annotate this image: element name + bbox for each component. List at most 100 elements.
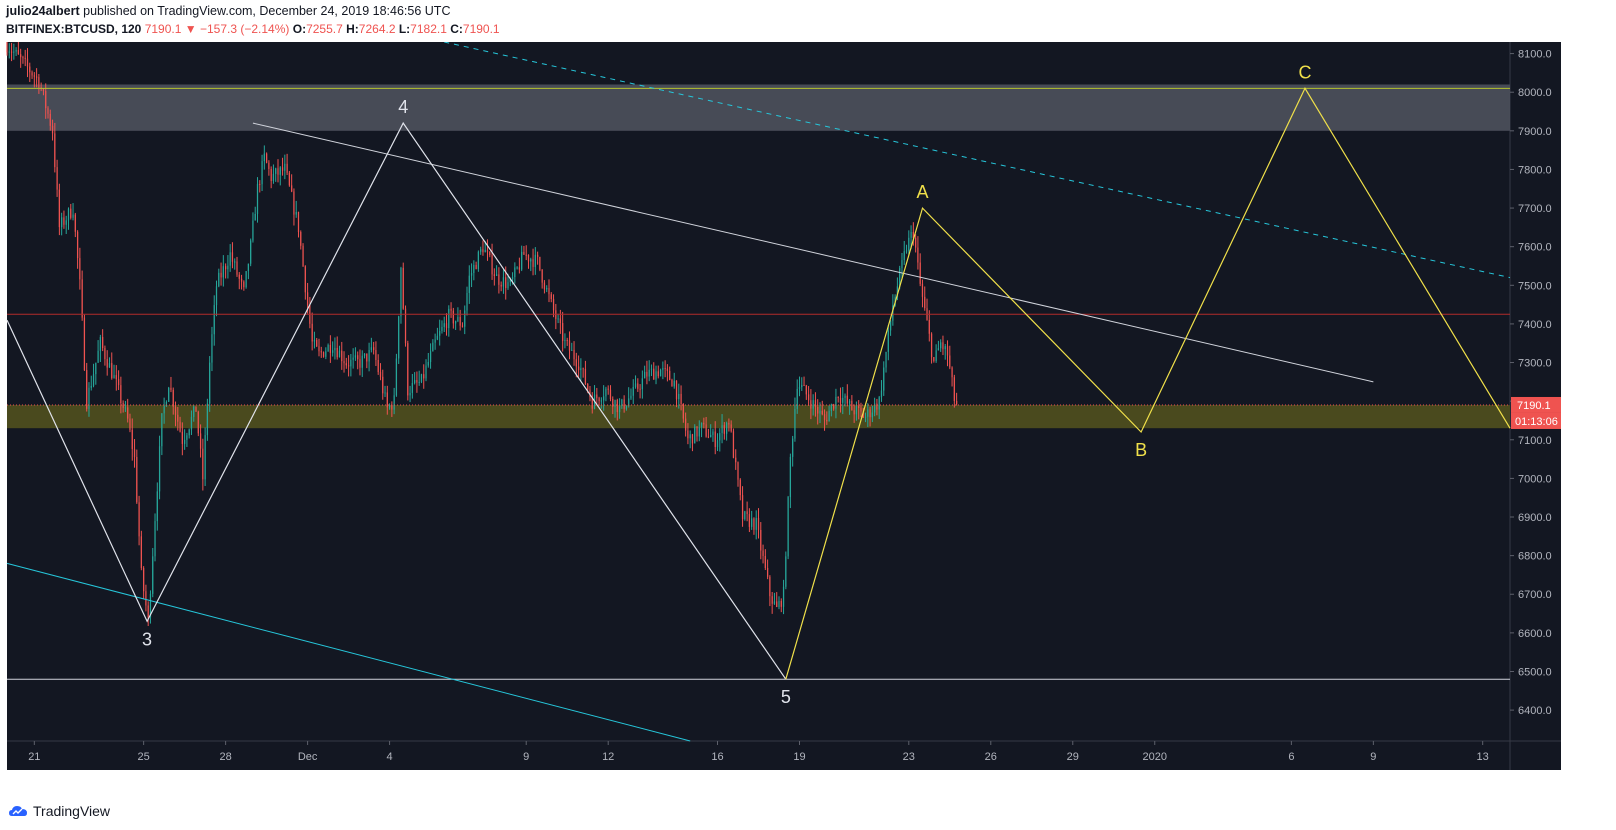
candle-body[interactable]: [156, 491, 158, 522]
candle-body[interactable]: [414, 380, 416, 384]
candle-body[interactable]: [384, 392, 386, 394]
candle-body[interactable]: [291, 185, 293, 192]
candle-body[interactable]: [432, 342, 434, 352]
candle-body[interactable]: [571, 349, 573, 351]
candle-body[interactable]: [277, 168, 279, 175]
candle-body[interactable]: [51, 125, 54, 134]
candle-body[interactable]: [20, 54, 22, 58]
candle-body[interactable]: [231, 252, 234, 262]
candle-body[interactable]: [402, 267, 404, 309]
candle-body[interactable]: [548, 288, 550, 295]
tradingview-logo[interactable]: TradingView: [8, 803, 110, 819]
candle-body[interactable]: [710, 434, 712, 438]
candle-body[interactable]: [450, 308, 452, 311]
candle-body[interactable]: [858, 405, 860, 409]
candle-body[interactable]: [261, 161, 263, 185]
candle-body[interactable]: [209, 362, 211, 404]
candle-body[interactable]: [199, 433, 202, 449]
candle-body[interactable]: [723, 425, 725, 434]
candle-body[interactable]: [138, 502, 140, 537]
candle-body[interactable]: [905, 250, 908, 252]
candle-body[interactable]: [543, 282, 546, 290]
candle-body[interactable]: [247, 263, 250, 272]
candle-body[interactable]: [202, 448, 204, 480]
candle-body[interactable]: [785, 556, 787, 587]
candle-body[interactable]: [61, 217, 63, 228]
candle-body[interactable]: [760, 529, 762, 551]
candle-body[interactable]: [74, 214, 76, 232]
candle-body[interactable]: [511, 277, 514, 280]
candle-body[interactable]: [885, 351, 887, 368]
candle-body[interactable]: [703, 422, 705, 425]
candle-body[interactable]: [792, 438, 794, 457]
candle-body[interactable]: [728, 423, 730, 425]
candle-body[interactable]: [420, 374, 423, 382]
candle-body[interactable]: [630, 395, 632, 399]
candle-body[interactable]: [480, 249, 482, 252]
candle-body[interactable]: [819, 410, 821, 414]
candle-body[interactable]: [618, 406, 621, 413]
candle-body[interactable]: [598, 398, 600, 401]
candle-body[interactable]: [789, 456, 792, 498]
candle-body[interactable]: [664, 368, 666, 370]
candle-body[interactable]: [532, 259, 534, 267]
candle-body[interactable]: [491, 255, 493, 275]
candle-body[interactable]: [320, 351, 322, 353]
candle-body[interactable]: [33, 75, 35, 77]
candle-body[interactable]: [434, 339, 436, 343]
candle-body[interactable]: [382, 376, 384, 394]
candle-body[interactable]: [322, 352, 325, 357]
candle-body[interactable]: [746, 511, 748, 515]
candle-body[interactable]: [600, 400, 602, 402]
candle-body[interactable]: [395, 358, 398, 396]
candle-body[interactable]: [418, 381, 420, 383]
candle-body[interactable]: [807, 394, 810, 401]
candle-body[interactable]: [482, 249, 484, 253]
candle-body[interactable]: [739, 479, 741, 496]
candle-body[interactable]: [687, 430, 689, 439]
candle-body[interactable]: [596, 394, 598, 399]
candle-body[interactable]: [539, 256, 541, 270]
candle-body[interactable]: [334, 347, 336, 351]
candle-body[interactable]: [848, 400, 851, 404]
candle-body[interactable]: [691, 434, 694, 444]
candle-body[interactable]: [764, 555, 766, 568]
candle-body[interactable]: [641, 378, 643, 390]
trend-line[interactable]: [252, 122, 1374, 383]
candle-body[interactable]: [193, 406, 195, 417]
candle-body[interactable]: [935, 350, 937, 362]
candle-body[interactable]: [666, 368, 669, 371]
candle-body[interactable]: [373, 347, 375, 350]
candle-body[interactable]: [828, 411, 830, 422]
candle-body[interactable]: [887, 330, 889, 352]
candle-body[interactable]: [204, 435, 206, 480]
candle-body[interactable]: [220, 272, 222, 278]
candle-body[interactable]: [45, 91, 47, 109]
candle-body[interactable]: [90, 385, 92, 388]
candle-body[interactable]: [370, 347, 372, 350]
price-chart[interactable]: 3 4 5 A B C 6400.0 6500.0 6600.0 6700.0 6800.0 6900…: [0, 42, 1616, 796]
candle-body[interactable]: [782, 586, 785, 607]
candle-body[interactable]: [436, 335, 439, 340]
candle-body[interactable]: [313, 339, 316, 342]
candle-body[interactable]: [17, 49, 20, 55]
candle-body[interactable]: [470, 273, 473, 276]
candle-body[interactable]: [113, 375, 115, 379]
candle-body[interactable]: [377, 360, 379, 373]
candle-body[interactable]: [714, 431, 716, 447]
candle-body[interactable]: [354, 355, 357, 358]
candle-body[interactable]: [72, 214, 74, 218]
candle-body[interactable]: [172, 389, 174, 407]
candle-body[interactable]: [639, 388, 641, 390]
candle-body[interactable]: [930, 333, 933, 358]
candle-body[interactable]: [188, 429, 190, 436]
candle-body[interactable]: [762, 550, 764, 556]
candle-body[interactable]: [468, 275, 470, 293]
candle-body[interactable]: [912, 231, 914, 238]
candle-body[interactable]: [409, 392, 411, 396]
candle-body[interactable]: [174, 406, 177, 415]
candle-body[interactable]: [830, 404, 832, 412]
candle-body[interactable]: [375, 349, 377, 361]
candle-body[interactable]: [577, 366, 580, 371]
candle-body[interactable]: [350, 359, 352, 367]
